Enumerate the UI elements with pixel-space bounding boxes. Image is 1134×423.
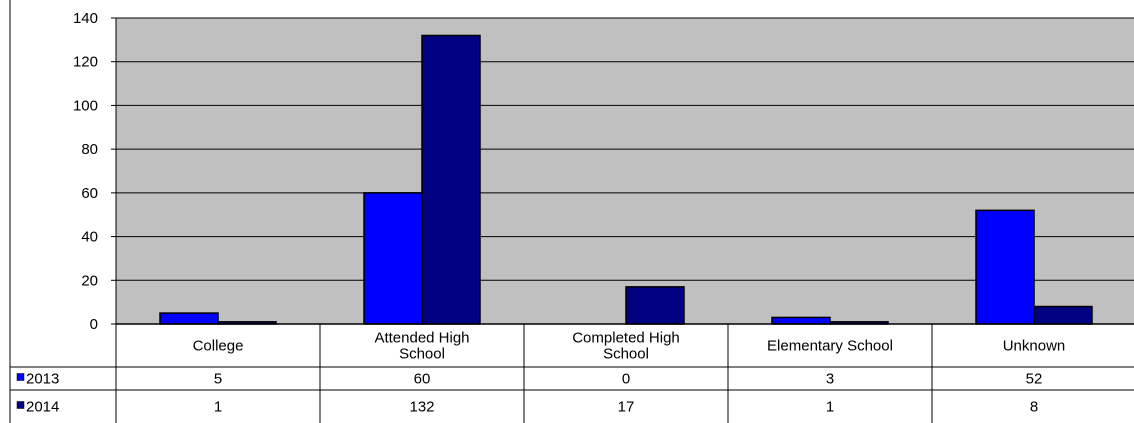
data-label-2013-1: 60	[414, 371, 431, 388]
y-tick-label-60: 60	[81, 185, 98, 202]
legend-label-2013: 2013	[26, 371, 59, 388]
y-axis: 0 20 40 60 80 100 120 140	[73, 10, 117, 333]
y-tick-label-40: 40	[81, 229, 98, 246]
data-label-2014-3: 1	[826, 399, 834, 416]
category-label-line: College	[193, 338, 244, 355]
y-tick-label-20: 20	[81, 272, 98, 289]
category-label-4: Unknown	[1003, 338, 1066, 355]
bar-2014-2	[625, 286, 685, 325]
category-label-1: Attended High School	[374, 330, 469, 363]
category-label-line: Unknown	[1003, 338, 1066, 355]
bars	[159, 34, 1093, 325]
category-label-3: Elementary School	[767, 338, 893, 355]
data-label-2013-0: 5	[214, 371, 222, 388]
data-label-2014-0: 1	[214, 399, 222, 416]
data-label-2013-2: 0	[622, 371, 630, 388]
y-tick-label-80: 80	[81, 141, 98, 158]
y-tick-label-140: 140	[73, 10, 98, 27]
bar-2014-4	[1033, 305, 1093, 325]
data-label-2013-3: 3	[826, 371, 834, 388]
bar-2014-1	[421, 34, 481, 325]
legend-label-2014: 2014	[26, 399, 59, 416]
data-label-2014-4: 8	[1030, 399, 1038, 416]
category-label-0: College	[193, 338, 244, 355]
bar-2013-3	[771, 316, 831, 325]
data-label-2013-4: 52	[1026, 371, 1043, 388]
plot-background	[116, 18, 1134, 324]
category-label-2: Completed High School	[572, 330, 680, 363]
bar-2013-1	[363, 192, 423, 325]
category-label-line: Elementary School	[767, 338, 893, 355]
data-label-2014-1: 132	[409, 399, 434, 416]
y-tick-label-120: 120	[73, 54, 98, 71]
legend-key-2014	[16, 401, 25, 409]
bar-2013-0	[159, 312, 219, 325]
category-label-line: School	[603, 346, 649, 363]
y-tick-label-100: 100	[73, 97, 98, 114]
plot-area	[9, 0, 1134, 423]
category-label-line: Attended High	[374, 330, 469, 347]
category-label-line: School	[399, 346, 445, 363]
legend-key-2013	[16, 373, 25, 381]
data-label-2014-2: 17	[618, 399, 635, 416]
category-label-line: Completed High	[572, 330, 680, 347]
y-tick-label-0: 0	[90, 316, 98, 333]
bar-2013-4	[975, 209, 1035, 325]
